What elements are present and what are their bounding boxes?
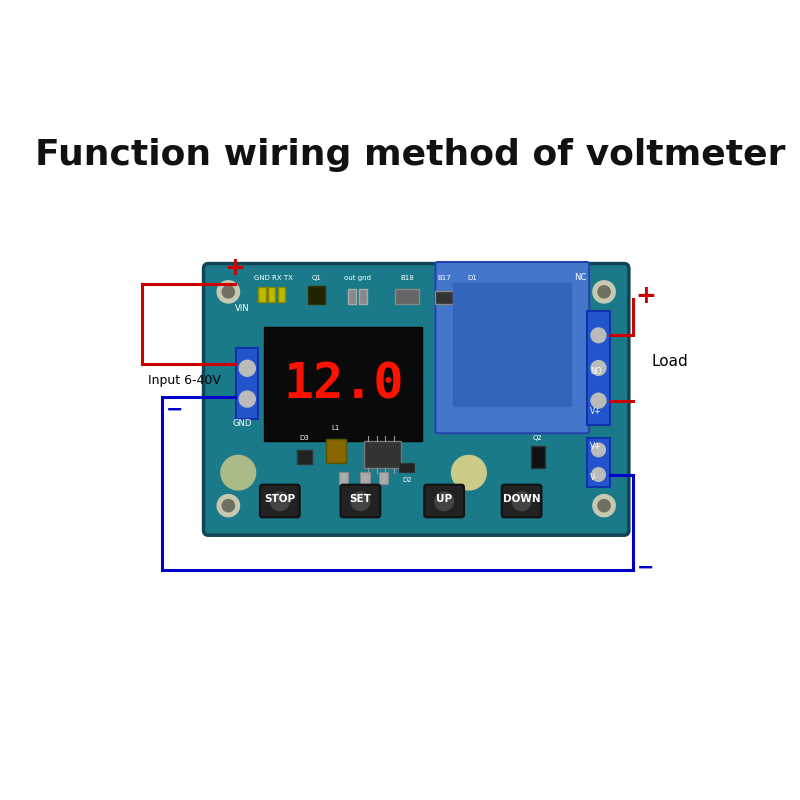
FancyBboxPatch shape [424,485,464,518]
Circle shape [593,494,615,517]
Text: out gnd: out gnd [345,274,371,281]
Circle shape [591,361,606,375]
Text: B18: B18 [400,274,414,281]
Text: 12.0: 12.0 [283,360,404,408]
Text: B17: B17 [438,274,451,281]
Text: V+: V+ [590,442,602,451]
Circle shape [591,328,606,342]
FancyBboxPatch shape [435,262,589,434]
Bar [399,462,414,472]
Bar [454,283,571,406]
Text: Function wiring method of voltmeter: Function wiring method of voltmeter [34,138,786,171]
Circle shape [591,394,606,408]
FancyBboxPatch shape [502,485,542,518]
FancyBboxPatch shape [203,263,629,535]
Text: GND: GND [233,419,252,428]
FancyBboxPatch shape [260,485,300,518]
Bar [394,289,419,304]
Text: NO: NO [590,366,602,375]
Text: D1: D1 [467,274,477,281]
Circle shape [270,492,289,510]
Bar [586,311,610,425]
Text: L1: L1 [331,426,340,431]
Bar [338,472,348,484]
Text: +: + [225,257,246,281]
Circle shape [598,499,610,512]
Bar [435,290,454,304]
FancyBboxPatch shape [341,485,380,518]
Bar [531,446,545,468]
Bar [462,290,487,304]
Circle shape [222,286,234,298]
Text: SET: SET [350,494,371,504]
Circle shape [451,455,486,490]
Bar [379,472,388,484]
Bar [308,286,325,304]
Text: −: − [166,399,183,419]
Text: V-: V- [590,473,598,482]
Circle shape [351,492,370,510]
Bar [258,287,266,302]
Circle shape [239,391,255,407]
Text: UP: UP [436,494,452,504]
Text: +: + [635,284,656,308]
Bar [278,287,286,302]
Circle shape [217,281,239,303]
Bar [268,287,275,302]
Bar [326,439,346,463]
Text: V+: V+ [590,406,602,415]
Circle shape [592,468,606,482]
Bar [237,348,258,419]
Text: Load: Load [652,354,689,370]
Bar [297,450,312,464]
Circle shape [598,286,610,298]
Text: D2: D2 [402,477,412,482]
Circle shape [592,443,606,457]
Text: Q1: Q1 [312,274,322,281]
Circle shape [217,494,239,517]
Bar [348,289,356,304]
Text: D3: D3 [300,435,310,442]
Circle shape [222,499,234,512]
Circle shape [435,492,454,510]
Text: NC: NC [574,274,586,282]
Circle shape [221,455,256,490]
Bar [497,293,515,302]
Text: Input 6-40V: Input 6-40V [148,374,221,387]
Circle shape [512,492,531,510]
Text: Q2: Q2 [533,435,542,442]
Bar [586,438,610,487]
Bar [360,472,370,484]
Bar [363,441,401,468]
Bar [359,289,367,304]
Circle shape [239,360,255,376]
Bar [264,327,422,442]
Text: STOP: STOP [264,494,295,504]
Text: VIN: VIN [235,304,250,313]
Text: DOWN: DOWN [502,494,541,504]
Text: GND RX TX: GND RX TX [254,274,293,281]
Circle shape [593,281,615,303]
Text: −: − [637,558,654,578]
